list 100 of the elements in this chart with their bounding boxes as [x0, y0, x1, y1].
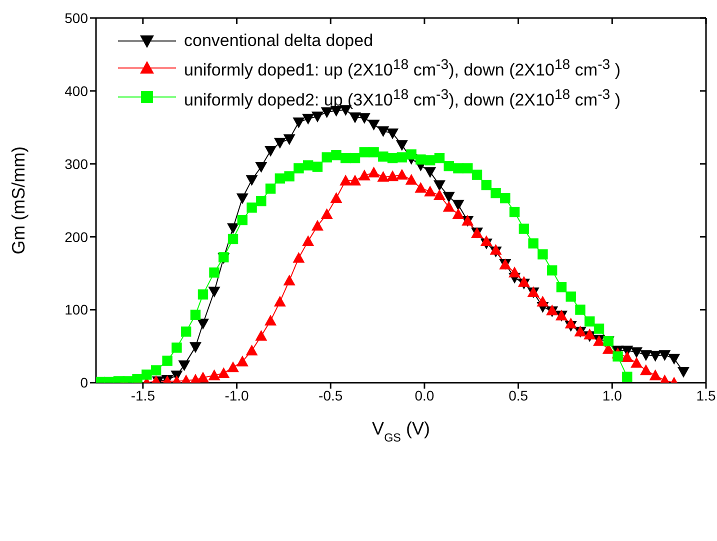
x-tick-label: 1.5 — [696, 388, 716, 404]
point — [405, 174, 418, 185]
point — [162, 356, 172, 366]
point — [322, 152, 332, 162]
point — [442, 200, 455, 212]
y-tick-label: 0 — [80, 374, 88, 391]
point — [311, 112, 324, 122]
point — [368, 120, 380, 130]
point — [359, 147, 370, 158]
point — [509, 206, 520, 218]
x-tick-label: 0.0 — [414, 388, 434, 404]
point — [668, 354, 680, 365]
legend-label: conventional delta doped — [184, 30, 374, 52]
point — [649, 350, 662, 362]
point — [518, 276, 530, 287]
point — [386, 170, 399, 182]
point — [452, 208, 464, 219]
point — [209, 267, 220, 278]
point — [564, 318, 577, 328]
point — [472, 170, 482, 180]
point — [274, 296, 286, 307]
text: uniformly doped1: up (2X10$^{18}$ cm$^{-3}$), down (2X10$^{18}$ cm$^{-3}$ ) — [184, 57, 621, 80]
point — [236, 193, 248, 204]
point — [264, 314, 277, 326]
point — [377, 126, 390, 138]
point — [236, 356, 248, 366]
point — [622, 372, 632, 382]
point — [378, 151, 388, 162]
point — [150, 365, 162, 376]
point — [433, 180, 446, 192]
point — [292, 252, 305, 263]
x-tick-label: 0.5 — [508, 388, 528, 404]
point — [208, 369, 220, 380]
point — [349, 174, 362, 186]
point — [414, 182, 427, 193]
point — [490, 244, 502, 255]
point — [566, 292, 576, 302]
point — [180, 326, 192, 337]
point — [481, 180, 492, 190]
point — [575, 304, 586, 315]
y-tick-label: 400 — [64, 82, 88, 99]
point — [283, 274, 296, 286]
point — [424, 167, 436, 178]
y-tick-label: 100 — [64, 302, 88, 318]
point — [584, 316, 595, 327]
y-tick-label: 500 — [64, 10, 88, 26]
point — [377, 171, 390, 182]
point — [500, 193, 510, 204]
point — [386, 128, 399, 140]
point — [442, 192, 455, 203]
point — [490, 188, 501, 198]
point — [320, 107, 333, 118]
point — [612, 351, 623, 362]
point — [178, 360, 190, 372]
point — [292, 118, 305, 128]
point — [658, 350, 671, 361]
point — [255, 162, 268, 173]
point — [330, 192, 342, 203]
point — [462, 163, 473, 174]
point — [294, 163, 304, 174]
point — [320, 208, 333, 219]
x-tick-label: 1.0 — [602, 388, 622, 404]
point — [452, 200, 464, 211]
point — [340, 174, 352, 186]
point — [311, 220, 324, 231]
point — [538, 249, 548, 260]
point — [350, 152, 360, 164]
point — [172, 342, 182, 353]
point — [198, 289, 208, 300]
point — [368, 166, 380, 178]
point — [630, 347, 643, 358]
point — [237, 214, 248, 226]
point — [424, 186, 436, 196]
point — [190, 310, 201, 320]
point — [518, 224, 530, 234]
point — [196, 318, 209, 330]
point — [594, 324, 604, 334]
point — [227, 361, 240, 372]
point — [416, 154, 426, 165]
x-tick-label: -1.0 — [224, 388, 250, 404]
point — [406, 149, 416, 160]
point — [284, 171, 294, 182]
point — [358, 113, 370, 124]
point — [302, 235, 314, 246]
y-tick-label: 300 — [64, 156, 88, 172]
point — [246, 202, 257, 213]
point — [227, 223, 240, 234]
point — [302, 114, 314, 125]
point — [264, 146, 277, 157]
point — [556, 282, 567, 292]
point — [396, 140, 408, 151]
y-tick-label: 200 — [64, 228, 88, 245]
point — [508, 266, 521, 278]
point — [546, 265, 558, 276]
y-axis-title: Gm (mS/mm) — [8, 146, 28, 254]
point — [189, 342, 202, 353]
point — [349, 112, 362, 124]
point — [396, 168, 408, 180]
point — [528, 238, 538, 248]
point — [433, 189, 446, 200]
